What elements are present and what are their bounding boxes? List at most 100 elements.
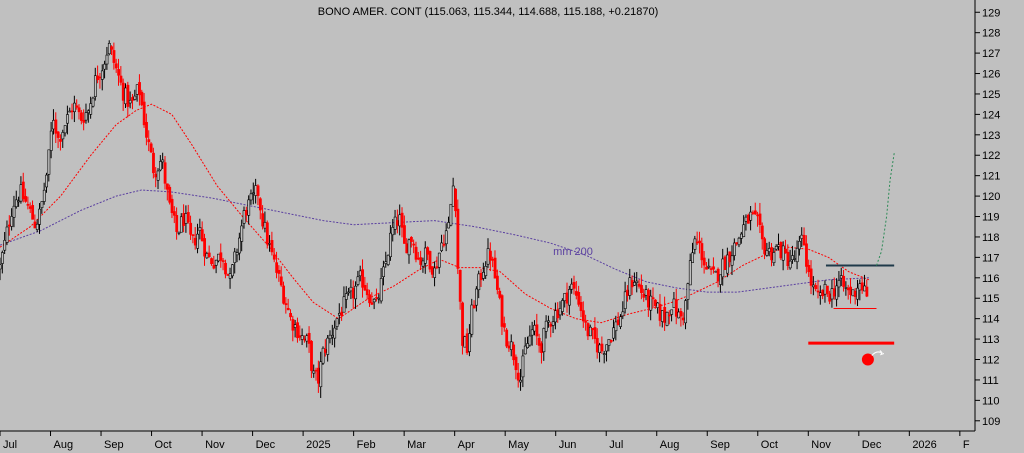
candle [110, 45, 114, 56]
candle [493, 250, 497, 279]
candle [477, 270, 481, 299]
candle [865, 279, 869, 298]
candle [149, 142, 153, 153]
x-tick-label: Jul [3, 439, 17, 451]
candle [210, 257, 213, 266]
candle [372, 298, 376, 310]
candle [166, 183, 169, 201]
candle [468, 324, 471, 357]
candle [609, 339, 613, 344]
candle [774, 244, 778, 251]
x-tick-label: 2026 [912, 439, 936, 451]
candle [170, 194, 174, 219]
candle [423, 241, 427, 274]
x-tick-label: Oct [761, 439, 778, 451]
candle [161, 152, 165, 169]
candle [307, 326, 311, 353]
candle [75, 99, 79, 110]
candle [730, 245, 734, 275]
x-tick-label: Sep [104, 439, 124, 451]
y-tick-label: 109 [982, 416, 1000, 428]
candle [581, 301, 585, 328]
candle [45, 172, 48, 193]
reference-lines [808, 153, 895, 366]
candle [177, 231, 181, 236]
candle [24, 188, 28, 203]
candle [217, 253, 220, 263]
candle [203, 233, 206, 266]
x-tick-label: 2025 [306, 439, 330, 451]
candle [56, 130, 60, 149]
candle [163, 156, 167, 190]
candle [516, 362, 520, 388]
candle [572, 275, 576, 295]
candle [159, 155, 162, 172]
candle [568, 285, 571, 315]
candle [224, 259, 227, 279]
candle [842, 269, 846, 292]
candle [279, 266, 283, 287]
candle [551, 315, 555, 334]
candle [363, 276, 367, 291]
x-tick-label: Jul [609, 439, 623, 451]
candle [321, 346, 325, 365]
candle [289, 309, 292, 321]
candle [5, 220, 9, 246]
candle [100, 64, 104, 91]
candle [128, 91, 132, 109]
candle [737, 236, 741, 248]
candle [442, 234, 446, 248]
candle [277, 265, 281, 282]
candle [561, 298, 564, 316]
candle [593, 317, 597, 344]
candle [454, 188, 457, 218]
axes [0, 0, 980, 436]
mm200-annotation: mm 200 [553, 246, 593, 258]
candle [588, 324, 592, 337]
candle [742, 215, 746, 238]
candle [612, 319, 615, 342]
candle [49, 122, 53, 159]
candle [172, 206, 176, 224]
candle [31, 200, 35, 220]
candle [700, 237, 704, 268]
candle [326, 334, 330, 362]
candle [544, 315, 548, 339]
candle [219, 243, 223, 268]
candle [665, 311, 669, 327]
candle [238, 232, 241, 261]
y-tick-label: 111 [982, 375, 999, 387]
candle [191, 234, 195, 244]
candle [82, 109, 86, 131]
candle [537, 333, 541, 353]
candle [670, 309, 674, 322]
candle [500, 294, 504, 336]
candle [437, 252, 441, 274]
candle [284, 297, 288, 314]
candle [714, 270, 718, 273]
y-tick-label: 129 [982, 7, 1000, 19]
candle [59, 134, 62, 151]
candle [795, 240, 799, 270]
candle [375, 288, 378, 302]
candle [607, 339, 611, 352]
y-tick-label: 121 [982, 171, 1000, 183]
candle [140, 89, 144, 107]
candle [386, 254, 390, 267]
candle [753, 202, 757, 215]
candle [335, 318, 339, 330]
candle [684, 298, 688, 330]
candle [426, 246, 430, 261]
candle [686, 282, 690, 310]
x-tick-label: F [963, 439, 970, 451]
candle [200, 221, 204, 242]
candle [391, 219, 395, 242]
candle [365, 282, 369, 300]
candle [407, 238, 411, 264]
candle [621, 301, 625, 320]
candle [707, 258, 711, 270]
candle [242, 206, 246, 229]
x-tick-label: Nov [811, 439, 831, 451]
candle [688, 253, 692, 286]
x-tick-label: Jun [559, 439, 577, 451]
